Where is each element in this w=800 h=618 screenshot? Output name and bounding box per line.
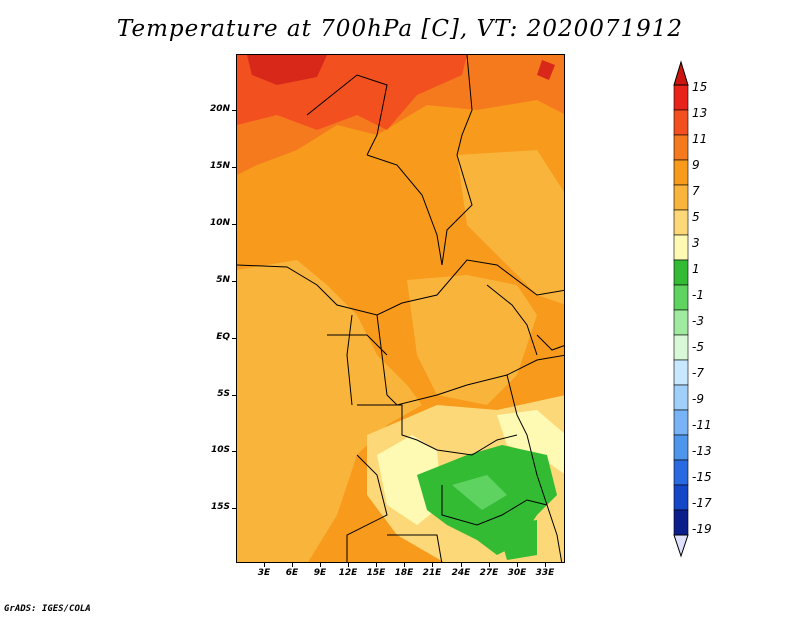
lat-label-15s: 15S <box>210 502 230 512</box>
lon-tick <box>264 563 265 567</box>
colorbar-label-9: 9 <box>692 158 700 172</box>
colorbar-label-neg11: -11 <box>692 418 712 432</box>
lat-tick <box>232 110 236 111</box>
field-7-9-east <box>457 150 564 305</box>
lat-tick <box>232 338 236 339</box>
colorbar-label-neg3: -3 <box>692 314 704 328</box>
colorbar-box <box>673 134 689 161</box>
lon-tick <box>545 563 546 567</box>
colorbar-label-neg7: -7 <box>692 366 704 380</box>
colorbar-label-3: 3 <box>692 236 700 250</box>
lat-tick <box>232 451 236 452</box>
lat-label-5n: 5N <box>216 275 230 285</box>
colorbar-box <box>673 284 689 311</box>
map-plot-area <box>236 54 565 563</box>
lat-label-20n: 20N <box>209 104 230 114</box>
lon-label-18e: 18E <box>394 568 414 578</box>
colorbar-box <box>673 359 689 386</box>
lon-tick <box>376 563 377 567</box>
lon-label-30e: 30E <box>507 568 527 578</box>
colorbar-label-7: 7 <box>692 184 700 198</box>
field-7-9-west <box>237 260 422 562</box>
lat-label-10n: 10N <box>209 218 230 228</box>
colorbar-top-cap <box>673 60 689 86</box>
country-borders <box>237 55 564 562</box>
lon-label-27e: 27E <box>479 568 499 578</box>
colorbar-box <box>673 184 689 211</box>
lat-label-eq: EQ <box>216 332 230 342</box>
colorbar-label-5: 5 <box>692 210 700 224</box>
lon-label-21e: 21E <box>422 568 442 578</box>
field-minus1-1 <box>452 475 507 510</box>
lon-label-33e: 33E <box>535 568 555 578</box>
colorbar-label-13: 13 <box>692 106 708 120</box>
colorbar-box <box>673 409 689 436</box>
field-1-3-south <box>497 520 537 560</box>
lon-tick <box>292 563 293 567</box>
lon-label-6e: 6E <box>285 568 299 578</box>
colorbar-label-neg17: -17 <box>692 496 712 510</box>
lon-label-15e: 15E <box>366 568 386 578</box>
lat-tick <box>232 281 236 282</box>
field-15-plus-east <box>537 60 555 80</box>
colorbar-box <box>673 509 689 536</box>
lat-label-5s: 5S <box>217 389 230 399</box>
colorbar-bottom-cap <box>673 534 689 558</box>
lon-label-9e: 9E <box>313 568 327 578</box>
temperature-map <box>237 55 564 562</box>
colorbar <box>673 60 689 558</box>
lon-tick <box>461 563 462 567</box>
lon-tick <box>489 563 490 567</box>
colorbar-label-1: 1 <box>692 262 700 276</box>
lon-tick <box>432 563 433 567</box>
lat-tick <box>232 395 236 396</box>
colorbar-box <box>673 434 689 461</box>
lon-tick <box>517 563 518 567</box>
lat-label-15n: 15N <box>209 161 230 171</box>
footer-credit: GrADS: IGES/COLA <box>4 604 91 614</box>
colorbar-box <box>673 84 689 111</box>
field-7-9-congo <box>407 275 537 405</box>
colorbar-box <box>673 309 689 336</box>
chart-title: Temperature at 700hPa [C], VT: 202007191… <box>116 16 684 42</box>
lon-label-24e: 24E <box>451 568 471 578</box>
colorbar-label-neg19: -19 <box>692 522 712 536</box>
colorbar-box <box>673 109 689 136</box>
colorbar-label-15: 15 <box>692 80 708 94</box>
lon-tick <box>348 563 349 567</box>
colorbar-label-11: 11 <box>692 132 708 146</box>
colorbar-box <box>673 384 689 411</box>
lat-tick <box>232 167 236 168</box>
lon-tick <box>320 563 321 567</box>
lat-label-10s: 10S <box>210 445 230 455</box>
colorbar-label-neg5: -5 <box>692 340 704 354</box>
colorbar-box <box>673 484 689 511</box>
colorbar-box <box>673 159 689 186</box>
colorbar-label-neg15: -15 <box>692 470 712 484</box>
field-15-plus <box>247 55 327 85</box>
lon-tick <box>404 563 405 567</box>
colorbar-label-neg9: -9 <box>692 392 704 406</box>
lon-label-3e: 3E <box>257 568 271 578</box>
colorbar-box <box>673 259 689 286</box>
colorbar-box <box>673 459 689 486</box>
colorbar-boxes <box>673 84 689 536</box>
lat-tick <box>232 508 236 509</box>
lon-label-12e: 12E <box>338 568 358 578</box>
colorbar-label-neg13: -13 <box>692 444 712 458</box>
colorbar-box <box>673 209 689 236</box>
colorbar-box <box>673 234 689 261</box>
colorbar-label-neg1: -1 <box>692 288 704 302</box>
lat-tick <box>232 224 236 225</box>
colorbar-box <box>673 334 689 361</box>
